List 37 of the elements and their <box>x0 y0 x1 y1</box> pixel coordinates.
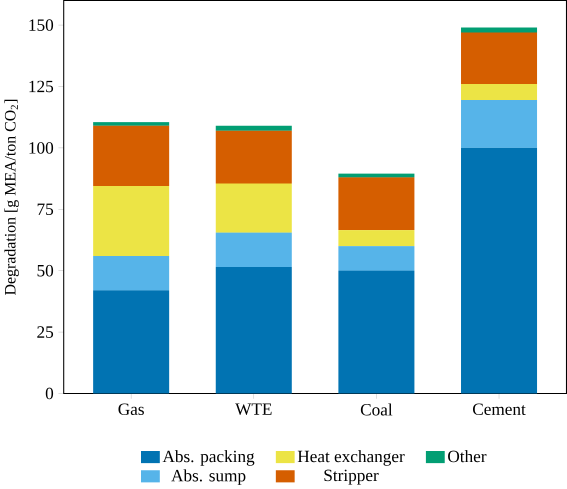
x-tick-label: Coal <box>360 404 392 416</box>
y-axis-title: Degradation [g MEA/ton CO$_{2}$] <box>4 100 19 296</box>
y-tick-label: 125 <box>29 80 54 92</box>
bar <box>461 28 538 33</box>
bar <box>93 186 170 256</box>
x-tick-label: WTE <box>235 404 272 416</box>
y-tick-label: 150 <box>29 20 54 32</box>
x-tick-label: Cement <box>472 404 526 416</box>
bar <box>461 100 538 148</box>
y-tick-label: 0 <box>46 388 54 400</box>
legend-label: Stripper <box>324 470 379 485</box>
bar <box>461 148 538 394</box>
bar <box>93 122 170 126</box>
bar <box>93 256 170 291</box>
bar <box>461 32 538 84</box>
legend-label: Other <box>448 450 486 462</box>
x-tick-label: Gas <box>118 404 144 416</box>
y-tick-label: 25 <box>37 326 54 338</box>
legend-label: Abs. sump <box>171 470 246 486</box>
bar <box>216 126 292 131</box>
bar <box>338 270 414 394</box>
bar <box>338 230 414 246</box>
bar <box>93 126 170 186</box>
y-tick-label: 100 <box>29 142 54 154</box>
bar <box>216 184 292 233</box>
bar <box>338 246 414 271</box>
bar <box>216 232 292 268</box>
y-tick-label: 75 <box>38 204 54 216</box>
bar <box>216 130 292 184</box>
bar <box>461 84 538 100</box>
bar <box>93 290 170 394</box>
y-tick-label: 50 <box>38 265 54 277</box>
legend-label: Heat exchanger <box>298 450 405 466</box>
legend-label: Abs. packing <box>162 450 254 466</box>
bar <box>216 267 292 394</box>
bar <box>338 178 414 230</box>
bar <box>338 174 414 178</box>
